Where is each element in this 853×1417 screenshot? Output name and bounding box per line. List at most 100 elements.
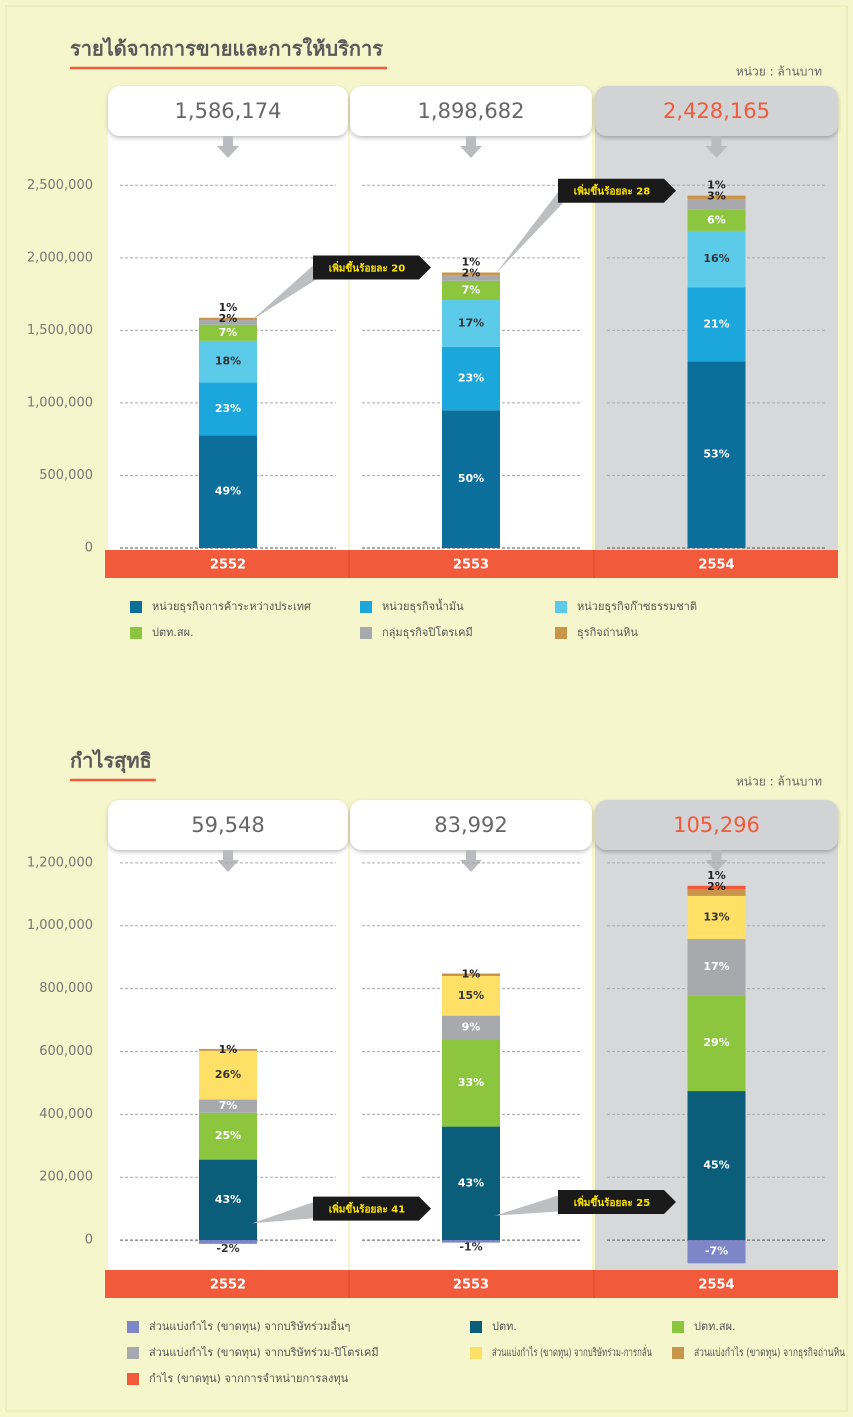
y-tick-label: 2,000,000 (27, 250, 93, 265)
bar-segment (687, 209, 746, 231)
total-label: 83,992 (434, 813, 507, 837)
bar-segment (442, 280, 500, 301)
segment-label: 3% (707, 190, 726, 203)
annotation: เพิ่มขึ้นร้อยละ 20 (329, 261, 405, 275)
annotation: เพิ่มขึ้นร้อยละ 25 (574, 1195, 650, 1209)
annotation-box (313, 1196, 431, 1221)
legend-swatch (555, 601, 567, 613)
segment-label: 2% (707, 880, 726, 893)
total-label: 59,548 (191, 813, 264, 837)
segment-label: 23% (215, 402, 241, 415)
total-pointer (217, 136, 239, 158)
bar-segment (687, 895, 746, 939)
segment-label: 26% (215, 1068, 241, 1081)
legend-label: ส่วนแบ่งกำไร (ขาดทุน) จากบริษัทร่วมอื่นๆ (149, 1318, 350, 1333)
annotation-box (558, 1189, 676, 1214)
y-tick-label: 500,000 (39, 468, 93, 483)
total-card (595, 86, 838, 136)
y-tick-label: 2,500,000 (27, 178, 93, 193)
callout (252, 258, 321, 320)
unit-label: หน่วย : ล้านบาท (736, 65, 822, 79)
segment-label: -1% (459, 1241, 482, 1254)
bar-segment (442, 410, 500, 548)
segment-label: 7% (219, 326, 238, 339)
segment-label: 17% (703, 960, 729, 973)
legend-swatch (127, 1347, 139, 1359)
callout (495, 181, 566, 275)
y-tick-label: 1,000,000 (27, 395, 93, 410)
legend-label: ปตท.สผ. (694, 1320, 736, 1333)
total-pointer (460, 136, 482, 158)
category-band (105, 1270, 838, 1298)
legend-label: ปตท. (492, 1320, 517, 1333)
bar-segment (442, 272, 500, 276)
unit-label: หน่วย : ล้านบาท (736, 775, 822, 789)
segment-label: 1% (219, 301, 238, 314)
total-pointer (705, 850, 728, 872)
bar-segment (687, 195, 746, 200)
total-label: 1,586,174 (175, 99, 282, 123)
segment-label: 25% (215, 1129, 241, 1142)
annotation: เพิ่มขึ้นร้อยละ 28 (574, 184, 650, 198)
bar-segment (687, 1240, 746, 1264)
bar-segment (687, 230, 746, 288)
x-tick-label: 2554 (698, 558, 734, 573)
x-tick-label: 2553 (453, 1278, 489, 1293)
y-tick-label: 200,000 (39, 1170, 93, 1185)
segment-label: 7% (462, 283, 481, 296)
segment-label: 16% (703, 252, 729, 265)
bar-segment (199, 1112, 257, 1160)
bar-segment (687, 361, 746, 548)
x-tick-label: 2552 (210, 558, 246, 573)
legend-label: หน่วยธุรกิจน้ำมัน (382, 598, 464, 613)
total-pointer (705, 136, 728, 158)
bar-segment (442, 300, 500, 347)
bar-segment (442, 1015, 500, 1040)
y-tick-label: 400,000 (39, 1107, 93, 1122)
bar-segment (199, 1240, 257, 1244)
segment-label: 17% (458, 316, 484, 329)
bar-segment (687, 938, 746, 996)
total-card (595, 800, 838, 850)
bar-segment (687, 995, 746, 1092)
legend-swatch (360, 627, 372, 639)
total-pointer (217, 850, 239, 872)
y-tick-label: 800,000 (39, 981, 93, 996)
x-tick-label: 2554 (698, 1278, 734, 1293)
segment-label: 2% (462, 266, 481, 279)
x-tick-label: 2552 (210, 1278, 246, 1293)
legend-label: ส่วนแบ่งกำไร (ขาดทุน) จากบริษัทร่วม-การก… (492, 1344, 652, 1359)
legend-swatch (360, 601, 372, 613)
segment-label: 53% (703, 448, 729, 461)
segment-label: 29% (703, 1036, 729, 1049)
bar-segment (687, 199, 746, 210)
segment-label: 33% (458, 1076, 484, 1089)
segment-label: 15% (458, 989, 484, 1002)
segment-label: 1% (707, 869, 726, 882)
y-tick-label: 1,000,000 (27, 918, 93, 933)
bar-segment (199, 324, 257, 341)
segment-label: 6% (707, 213, 726, 226)
segment-label: 13% (703, 910, 729, 923)
annotation-box (313, 255, 431, 280)
legend-swatch (470, 1321, 482, 1333)
chart-title: กำไรสุทธิ (70, 749, 152, 774)
bar-segment (442, 1126, 500, 1241)
category-band (105, 550, 838, 578)
bar-segment (199, 1159, 257, 1241)
legend-label: ส่วนแบ่งกำไร (ขาดทุน) จากธุรกิจถ่านหิน (694, 1346, 845, 1359)
segment-label: 21% (703, 317, 729, 330)
total-label: 105,296 (673, 813, 760, 837)
bar-segment (199, 1099, 257, 1113)
bar-segment (442, 346, 500, 411)
total-pointer (460, 850, 482, 872)
frame (5, 5, 848, 1412)
segment-label: 1% (707, 179, 726, 192)
segment-label: 7% (219, 1099, 238, 1112)
segment-label: 1% (462, 255, 481, 268)
segment-label: 2% (219, 312, 238, 325)
segment-label: 50% (458, 472, 484, 485)
bar-segment (687, 889, 746, 896)
bar-segment (442, 1039, 500, 1127)
